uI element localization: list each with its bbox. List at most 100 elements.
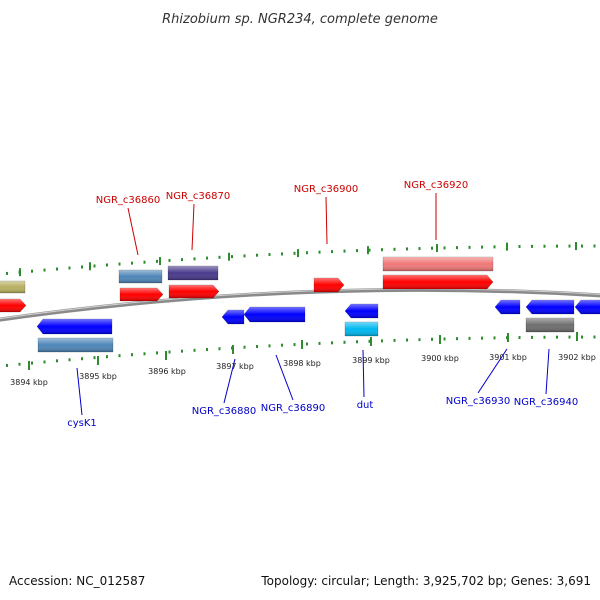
major-tick-bottom [165, 351, 167, 360]
red-feature-a[interactable] [0, 298, 27, 313]
minor-tick [193, 257, 196, 261]
blue-feature-c[interactable] [243, 306, 306, 323]
minor-tick [393, 338, 396, 342]
minor-tick [481, 336, 483, 340]
minor-tick [468, 336, 471, 340]
minor-tick [481, 245, 483, 249]
steel-feature-b[interactable] [37, 337, 114, 353]
red-feature-c[interactable] [168, 284, 220, 299]
gene-label[interactable]: NGR_c36860 [96, 195, 161, 206]
major-tick-top [297, 249, 299, 258]
minor-tick [443, 337, 446, 341]
minor-tick [343, 249, 346, 253]
gene-label[interactable]: NGR_c36920 [404, 180, 469, 191]
gene-label[interactable]: NGR_c36900 [294, 184, 359, 195]
minor-tick [268, 253, 271, 257]
minor-tick [406, 247, 408, 251]
minor-tick [56, 267, 58, 271]
minor-tick [418, 338, 421, 342]
red-feature-e[interactable] [382, 274, 494, 290]
minor-tick [306, 342, 308, 346]
red-feature-b[interactable] [119, 287, 164, 302]
gene-label[interactable]: dut [357, 400, 374, 411]
gene-label[interactable]: NGR_c36880 [192, 406, 257, 417]
minor-tick [256, 253, 258, 257]
minor-tick [343, 340, 346, 344]
purple-feature[interactable] [167, 265, 219, 281]
minor-tick [93, 356, 96, 360]
minor-tick [218, 347, 221, 351]
minor-ticks-top [6, 244, 596, 275]
minor-tick [156, 259, 158, 263]
minor-tick [43, 360, 46, 364]
tick-label: 3899 kbp [352, 356, 390, 365]
minor-tick [543, 335, 546, 339]
major-tick-top [506, 242, 508, 251]
minor-tick [293, 343, 296, 347]
tick-label: 3896 kbp [148, 367, 186, 376]
gene-label[interactable]: NGR_c36870 [166, 191, 231, 202]
minor-tick [581, 244, 583, 248]
steel-feature-a[interactable] [118, 269, 163, 284]
gene-label[interactable]: NGR_c36890 [261, 403, 326, 414]
gene-leader-line [477, 348, 508, 394]
minor-tick [531, 335, 533, 339]
minor-tick [143, 260, 146, 264]
minor-tick [168, 258, 171, 262]
gene-label[interactable]: NGR_c36940 [514, 397, 579, 408]
gene-leader-line [223, 358, 236, 404]
cyan-feature[interactable] [344, 321, 379, 337]
minor-tick [556, 335, 558, 339]
tick-label: 3895 kbp [79, 372, 117, 381]
minor-tick [356, 340, 358, 344]
major-tick-bottom [576, 332, 578, 341]
red-feature-d[interactable] [313, 277, 345, 293]
tick-label: 3900 kbp [421, 354, 459, 363]
gene-label[interactable]: NGR_c36930 [446, 396, 511, 407]
minor-tick [281, 252, 283, 256]
minor-tick [431, 337, 433, 341]
major-tick-top [19, 268, 21, 277]
gene-leader-line [127, 207, 139, 256]
minor-tick [81, 357, 83, 361]
genome-backbone-highlight [0, 288, 600, 320]
major-tick-bottom [28, 361, 30, 370]
gene-labels: NGR_c36860 NGR_c36870 NGR_c36900 NGR_c36920… [67, 180, 578, 429]
gene-leader-line [275, 354, 294, 401]
minor-tick [168, 350, 171, 354]
blue-feature-d[interactable] [344, 303, 379, 319]
minor-tick [368, 339, 371, 343]
minor-tick [131, 353, 133, 357]
minor-tick [68, 358, 71, 362]
blue-feature-e[interactable] [494, 299, 521, 315]
tick-label: 3894 kbp [10, 378, 48, 387]
blue-feature-g[interactable] [574, 299, 600, 315]
tick-labels: 3894 kbp 3895 kbp 3896 kbp 3897 kbp 3898 kbp… [10, 353, 596, 387]
minor-tick [156, 351, 158, 355]
gene-leader-line [325, 196, 328, 245]
minor-tick [181, 349, 183, 353]
minor-tick [568, 244, 571, 248]
blue-feature-a[interactable] [36, 318, 113, 335]
minor-tick [431, 246, 433, 250]
minor-tick [306, 251, 308, 255]
minor-tick [118, 262, 121, 266]
major-tick-bottom [439, 335, 441, 344]
minor-tick [568, 335, 571, 339]
minor-tick [593, 335, 596, 339]
minor-tick [456, 337, 458, 341]
minor-ticks-bottom [6, 335, 596, 367]
gene-label[interactable]: cysK1 [67, 418, 97, 429]
minor-tick [43, 268, 46, 272]
major-tick-bottom [301, 340, 303, 349]
minor-tick [31, 361, 33, 365]
pink-feature[interactable] [382, 256, 494, 272]
minor-tick [531, 244, 533, 248]
blue-feature-f[interactable] [525, 299, 575, 315]
olive-feature[interactable] [0, 280, 26, 294]
blue-feature-b[interactable] [221, 309, 245, 325]
minor-tick [106, 263, 108, 267]
grey-feature[interactable] [525, 317, 575, 333]
minor-tick [543, 244, 546, 248]
